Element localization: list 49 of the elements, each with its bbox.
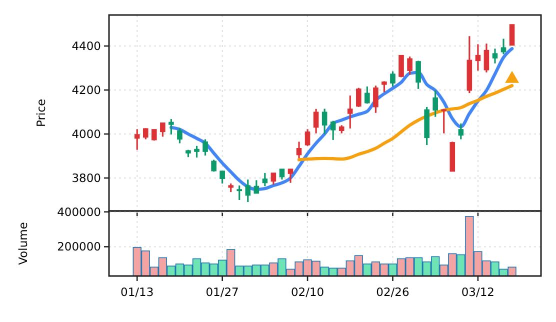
candlestick (373, 84, 378, 114)
candlestick (364, 86, 370, 104)
candlestick (432, 90, 438, 118)
candlestick (322, 108, 328, 135)
candlestick (475, 43, 481, 72)
candlestick (142, 127, 148, 140)
candlestick (313, 108, 319, 134)
candlestick (177, 127, 182, 144)
y-axis-title: Price (34, 98, 48, 128)
candlestick (194, 145, 200, 158)
x-tick-label: 02/26 (376, 285, 410, 299)
y-tick-label: 3800 (72, 171, 101, 186)
candlestick (279, 168, 285, 180)
candlestick (458, 122, 464, 140)
y-axis-title: Volume (16, 222, 30, 265)
candlestick (202, 138, 208, 156)
candlestick (407, 56, 412, 76)
candlestick (330, 120, 336, 141)
y-tick-label: 4000 (72, 127, 101, 142)
candlestick (382, 80, 387, 94)
candlestick (254, 179, 260, 194)
candlestick (236, 184, 242, 201)
y-tick-label: 4400 (72, 39, 101, 54)
y-tick-label: 4200 (72, 83, 101, 98)
candlestick (134, 128, 140, 151)
candlestick (356, 87, 362, 108)
x-tick-label: 02/10 (290, 285, 324, 299)
candlestick (304, 128, 310, 147)
y-tick-label: 200000 (57, 240, 101, 254)
candlestick (416, 60, 421, 90)
candlestick (220, 170, 225, 184)
candlestick (262, 172, 268, 187)
candlestick (160, 122, 166, 138)
x-tick-label: 01/27 (206, 285, 239, 299)
candlestick (347, 94, 353, 130)
candlestick (500, 38, 506, 55)
candlestick (398, 54, 404, 78)
candlestick (484, 42, 490, 74)
candlestick (390, 70, 396, 88)
x-tick-label: 01/13 (120, 285, 154, 299)
candlestick (168, 118, 174, 136)
candlestick (245, 178, 251, 203)
candlestick (509, 24, 515, 46)
candlestick (296, 140, 302, 160)
x-tick-label: 03/12 (461, 285, 495, 299)
y-tick-label: 400000 (57, 204, 101, 219)
candlestick (492, 48, 498, 64)
candlestick (288, 168, 294, 184)
candlestick (270, 172, 276, 186)
